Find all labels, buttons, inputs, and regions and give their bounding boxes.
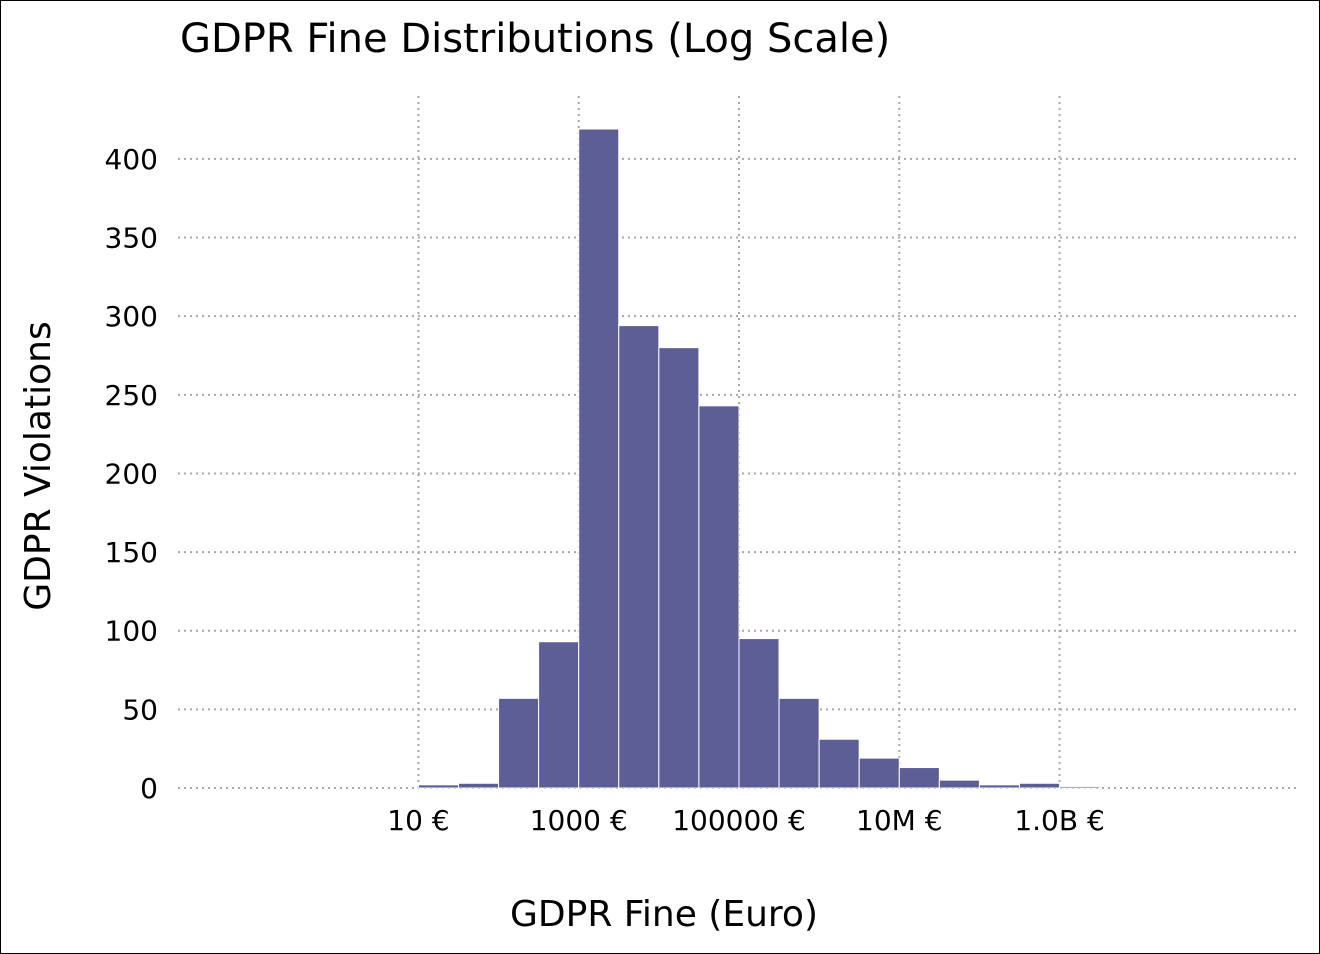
y-tick-label: 0 [140,772,158,805]
histogram-bar [818,738,860,789]
histogram-bar [417,784,459,789]
histogram-bar [618,325,660,789]
y-tick-label: 350 [105,222,158,255]
histogram-bar [698,405,740,789]
x-tick-label: 1000 € [530,804,628,837]
histogram-bar [858,757,900,789]
x-axis-label: GDPR Fine (Euro) [510,894,818,935]
y-tick-label: 150 [105,536,158,569]
y-tick-label: 100 [105,615,158,648]
histogram-bar [898,767,940,789]
y-tick-label: 50 [122,693,158,726]
y-tick-label: 400 [105,143,158,176]
x-tick-label: 10M € [856,804,943,837]
bars [417,128,1101,789]
chart-title: GDPR Fine Distributions (Log Scale) [180,16,890,62]
x-tick-label: 100000 € [672,804,806,837]
histogram-bar [778,697,820,789]
y-tick-labels: 0 50 100 150 200 250 300 350 400 [105,143,158,805]
x-tick-label: 10 € [387,804,449,837]
histogram-bar [978,784,1020,789]
y-tick-label: 300 [105,300,158,333]
x-tick-labels: 10 € 1000 € 100000 € 10M € 1.0B € [387,804,1105,837]
histogram-bar [578,128,620,789]
histogram-bar [938,779,980,789]
histogram-bar [1018,782,1061,789]
histogram-bar [738,638,780,789]
histogram-bar [498,697,540,789]
y-axis-label: GDPR Violations [18,321,59,610]
histogram-bar [1059,785,1101,789]
histogram-bar [457,782,500,789]
y-tick-label: 250 [105,379,158,412]
histogram-bar [538,641,580,789]
y-tick-label: 200 [105,457,158,490]
histogram-bar [658,347,700,789]
x-tick-label: 1.0B € [1014,804,1104,837]
